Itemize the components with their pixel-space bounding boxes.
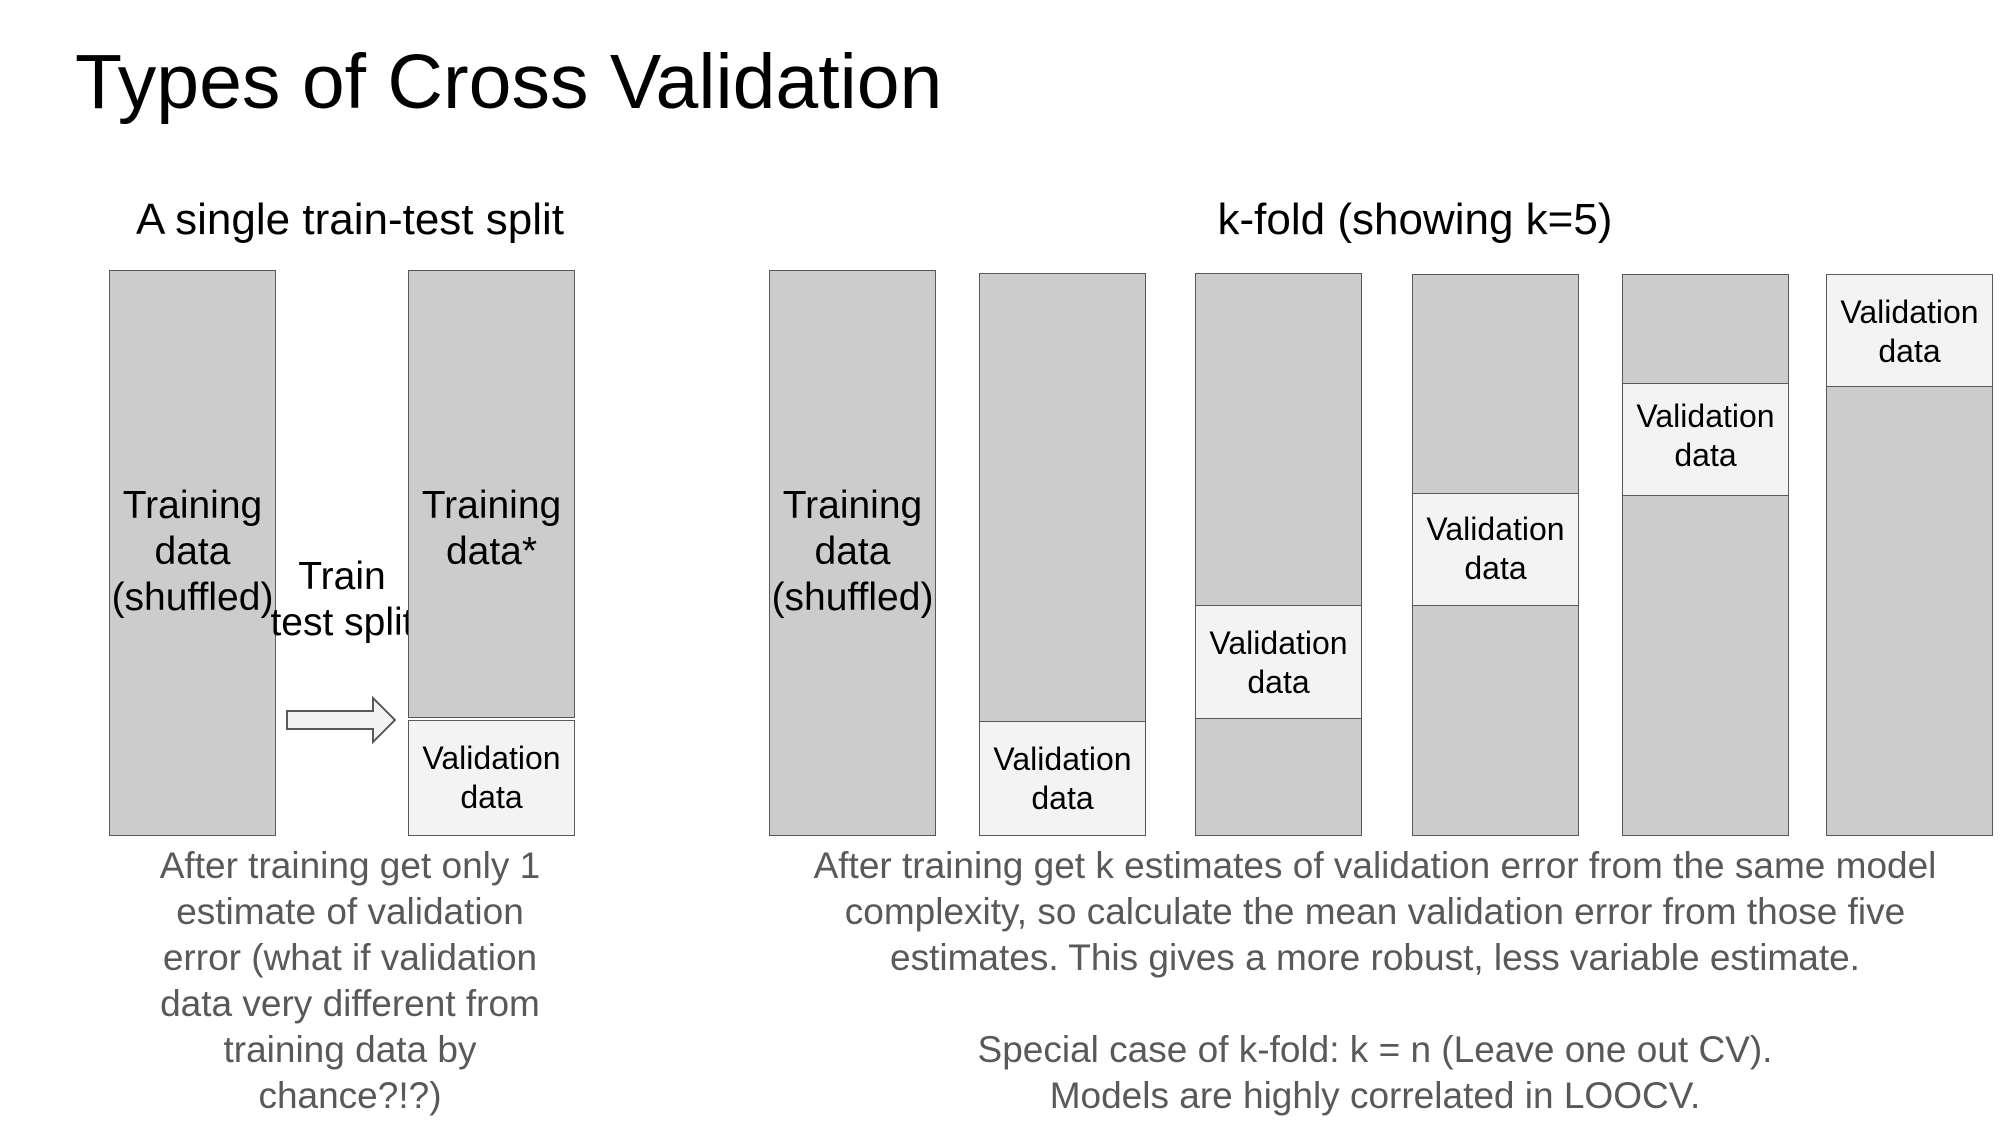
kfold-shuffled-data-label: Training data (shuffled) [771,484,934,619]
fold-5-validation-block: Validation data [1826,274,1993,388]
fold-1-training-block [979,273,1146,723]
fold-3-validation-block: Validation data [1412,493,1579,607]
single-split-shuffled-data-block: Training data (shuffled) [109,270,276,836]
fold-1-validation-label: Validation data [993,741,1132,816]
single-split-caption: After training get only 1 estimate of va… [159,845,541,1116]
fold-2-validation-block: Validation data [1195,605,1362,720]
single-split-heading: A single train-test split [136,195,564,244]
fold-3-training-top-block [1412,274,1579,495]
train-test-split-label: Train test split [270,555,414,644]
validation-data-label: Validation data [422,740,561,815]
kfold-shuffled-data-block: Training data (shuffled) [769,270,936,836]
fold-1-validation-block: Validation data [979,721,1146,836]
fold-5-training-block [1826,386,1993,836]
single-split-training-block: Training data* [408,270,575,718]
training-data-label: Training data* [421,484,562,573]
fold-4-validation-label: Validation data [1636,398,1775,473]
fold-3-validation-label: Validation data [1426,511,1565,586]
fold-4-training-bottom-block [1622,495,1789,836]
fold-2-training-top-block [1195,273,1362,607]
single-split-validation-block: Validation data [408,720,575,836]
kfold-heading: k-fold (showing k=5) [1217,195,1613,244]
fold-3-training-bottom-block [1412,605,1579,836]
page-title: Types of Cross Validation [75,39,943,125]
fold-2-training-bottom-block [1195,718,1362,836]
fold-4-training-top-block [1622,274,1789,385]
kfold-caption: After training get k estimates of valida… [813,845,1937,1116]
fold-2-validation-label: Validation data [1209,625,1348,700]
fold-4-validation-block: Validation data [1622,383,1789,497]
split-arrow-icon [286,695,397,745]
shuffled-data-label: Training data (shuffled) [111,484,274,619]
fold-5-validation-label: Validation data [1840,294,1979,369]
